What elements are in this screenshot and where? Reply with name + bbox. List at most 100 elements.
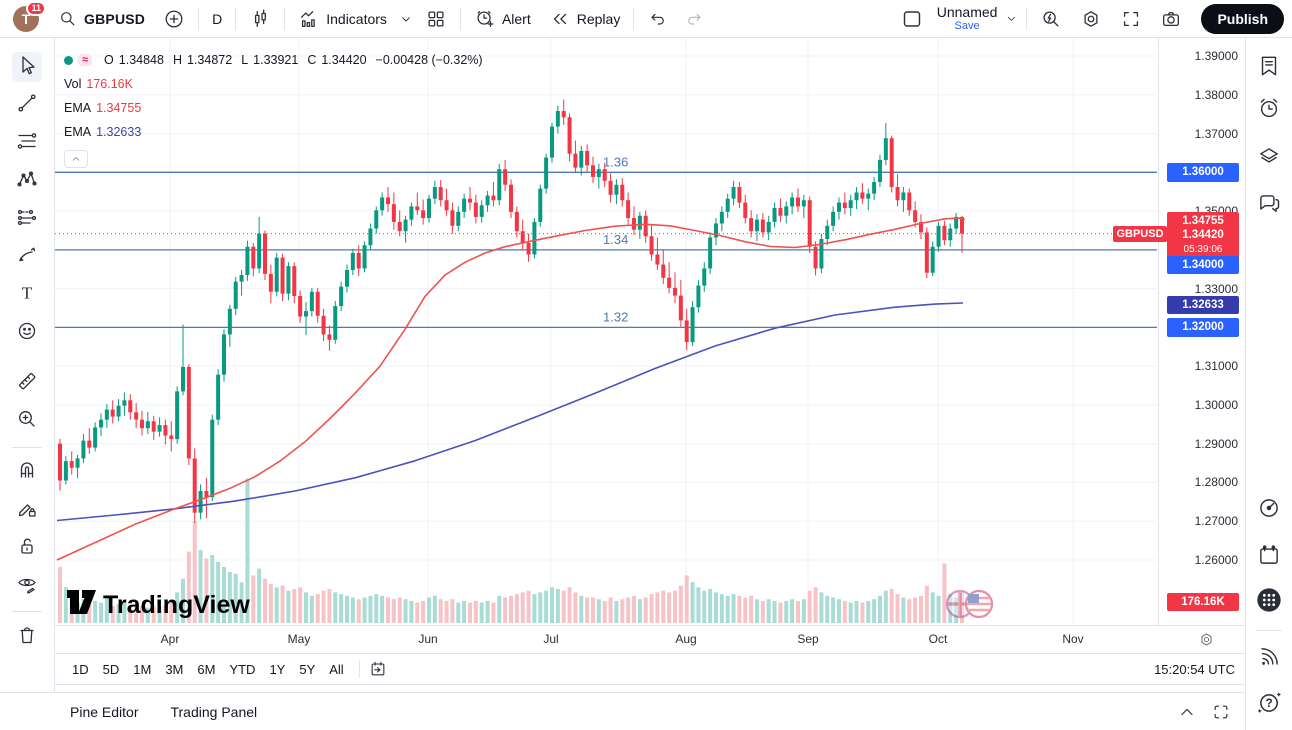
quick-search-button[interactable]: [1031, 4, 1071, 34]
tf-button-5y[interactable]: 5Y: [299, 661, 316, 677]
tf-button-1m[interactable]: 1M: [133, 661, 152, 677]
trend-line-tool-button[interactable]: [12, 90, 42, 120]
candle-body: [298, 295, 303, 317]
volume-bar: [649, 594, 654, 623]
tf-button-1y[interactable]: 1Y: [269, 661, 286, 677]
layout-name-menu[interactable]: Unnamed Save: [933, 4, 1002, 33]
legend-volume-row[interactable]: Vol 176.16K: [64, 72, 483, 96]
layout-select-button[interactable]: [891, 4, 933, 34]
candle-body: [186, 366, 191, 459]
cursor-tool-button[interactable]: [12, 52, 42, 82]
price-level-badge[interactable]: 1.34000: [1167, 256, 1239, 275]
streams-button[interactable]: [1254, 645, 1284, 675]
symbol-search-button[interactable]: GBPUSD: [49, 4, 154, 34]
redo-button[interactable]: [676, 4, 714, 34]
indicators-button[interactable]: Indicators: [289, 4, 396, 34]
compare-add-symbol-button[interactable]: [154, 4, 194, 34]
watchlist-button[interactable]: [1254, 53, 1284, 83]
lock-drawings-button[interactable]: [12, 533, 42, 563]
avatar-letter: T: [21, 10, 31, 27]
trading-panel-tab[interactable]: Trading Panel: [170, 703, 258, 720]
data-window-button[interactable]: [1254, 143, 1284, 173]
zoom-in-tool-button[interactable]: [12, 406, 42, 436]
screener-button[interactable]: [1254, 495, 1284, 525]
candle-body: [63, 461, 68, 481]
help-button[interactable]: ?: [1254, 690, 1284, 720]
publish-button[interactable]: Publish: [1201, 3, 1284, 34]
ohlc-high-label: H: [172, 53, 182, 67]
indicators-dropdown-arrow[interactable]: [396, 4, 416, 34]
price-axis[interactable]: 1.390001.380001.370001.360001.350001.340…: [1158, 38, 1245, 653]
volume-bar: [245, 478, 250, 623]
time-axis[interactable]: Apr May Jun Jul Aug Sep Oct Nov: [55, 625, 1245, 653]
candle-body: [157, 425, 162, 432]
replay-icon: [549, 8, 571, 30]
magnet-mode-button[interactable]: [12, 457, 42, 487]
measure-tool-button[interactable]: [12, 368, 42, 398]
calendar-button[interactable]: [1254, 542, 1284, 572]
projection-tool-button[interactable]: [12, 204, 42, 234]
remove-drawings-button[interactable]: [12, 622, 42, 652]
text-tool-button[interactable]: T: [12, 280, 42, 310]
legend-collapse-button[interactable]: [64, 150, 88, 168]
month-label: May: [287, 632, 311, 646]
candlestick-chart[interactable]: 1.36 1.34 1.32 TradingView: [55, 38, 1158, 625]
price-level-badge[interactable]: 1.32000: [1167, 318, 1239, 337]
volume-bar: [743, 597, 748, 623]
go-to-date-button[interactable]: [368, 659, 388, 679]
settings-button[interactable]: [1071, 4, 1111, 34]
ema-slow-line[interactable]: [56, 302, 964, 522]
snapshot-button[interactable]: [1151, 4, 1191, 34]
interval-button[interactable]: D: [203, 4, 231, 34]
tf-button-5d[interactable]: 5D: [102, 661, 120, 677]
replay-button[interactable]: Replay: [540, 4, 630, 34]
alerts-panel-button[interactable]: [1254, 95, 1284, 125]
panel-maximize-icon[interactable]: [1211, 702, 1231, 722]
tf-button-ytd[interactable]: YTD: [229, 661, 256, 677]
hide-drawings-button[interactable]: [12, 571, 42, 601]
volume-bar: [350, 597, 355, 623]
axis-settings-gear-icon[interactable]: [1198, 631, 1215, 653]
price-level-badge[interactable]: 176.16K: [1167, 593, 1239, 612]
current-price-badge[interactable]: 1.34420 05:39:06: [1167, 225, 1239, 259]
chart-pane[interactable]: 1.36 1.34 1.32 TradingView GBPUSD 1.39000 1.…: [55, 38, 1245, 692]
volume-bar: [825, 595, 830, 623]
drawing-mode-button[interactable]: [12, 495, 42, 525]
notification-count-badge: 11: [26, 0, 46, 16]
pine-editor-tab[interactable]: Pine Editor: [70, 703, 139, 720]
apps-menu-button[interactable]: [1254, 587, 1284, 617]
pattern-tool-button[interactable]: [12, 166, 42, 196]
legend-ema-fast-row[interactable]: EMA 1.34755: [64, 96, 483, 120]
alert-button[interactable]: Alert: [465, 4, 540, 34]
price-level-badge[interactable]: 1.32633: [1167, 296, 1239, 315]
user-avatar[interactable]: T 11: [13, 0, 46, 32]
tradingview-watermark: TradingView: [67, 590, 250, 619]
chart-style-button[interactable]: [240, 4, 280, 34]
chat-button[interactable]: [1254, 190, 1284, 220]
price-level-badge[interactable]: 1.36000: [1167, 163, 1239, 182]
save-link[interactable]: Save: [954, 20, 980, 33]
panel-expand-chevron-icon[interactable]: [1177, 702, 1197, 722]
utc-clock[interactable]: 15:20:54 UTC: [1154, 661, 1235, 677]
candle-body: [403, 219, 408, 232]
fullscreen-button[interactable]: [1111, 4, 1151, 34]
emoji-tool-button[interactable]: [12, 318, 42, 348]
layout-dropdown-arrow[interactable]: [1001, 4, 1022, 34]
volume-bar: [772, 600, 777, 623]
tf-button-3m[interactable]: 3M: [165, 661, 184, 677]
tf-button-1d[interactable]: 1D: [72, 661, 89, 677]
legend-main-row[interactable]: ≈ O 1.34848 H 1.34872 L 1.33921 C 1.34420 −0…: [64, 48, 483, 72]
tf-button-6m[interactable]: 6M: [197, 661, 216, 677]
legend-ema-slow-row[interactable]: EMA 1.32633: [64, 120, 483, 144]
fib-retracement-tool-button[interactable]: [12, 128, 42, 158]
undo-button[interactable]: [638, 4, 676, 34]
brush-tool-button[interactable]: [12, 242, 42, 272]
tf-button-all[interactable]: All: [329, 661, 344, 677]
volume-bar: [134, 604, 139, 623]
undo-arrow-icon: [647, 9, 667, 29]
candle-body: [907, 192, 912, 211]
ema-fast-line[interactable]: [56, 217, 966, 561]
price-level-badge[interactable]: 1.34755: [1167, 211, 1239, 230]
indicator-templates-button[interactable]: [416, 4, 456, 34]
volume-bar: [561, 590, 566, 623]
